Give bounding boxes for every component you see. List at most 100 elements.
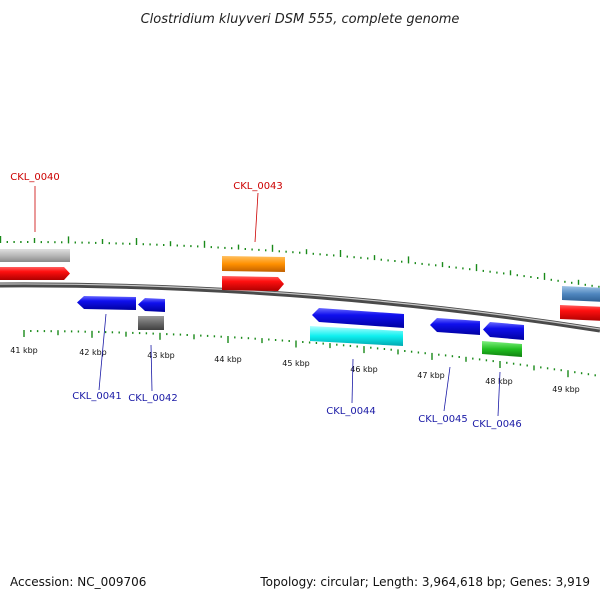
tick-minor xyxy=(237,244,240,250)
tick-minor xyxy=(40,241,42,244)
gene-label-ckl-0040[interactable]: CKL_0040 xyxy=(10,172,60,183)
gene-label-ckl-0043[interactable]: CKL_0043 xyxy=(233,181,283,192)
tick-minor xyxy=(557,279,559,282)
tick-minor xyxy=(537,277,539,279)
tick-minor xyxy=(281,339,284,342)
tick-minor xyxy=(217,246,219,249)
tick-major xyxy=(67,236,70,244)
topology-text: Topology: circular; Length: 3,964,618 bp… xyxy=(259,575,590,589)
tick-major xyxy=(499,361,501,368)
gene-arrow-reverse xyxy=(312,308,404,328)
tick-minor xyxy=(125,331,127,337)
tick-minor xyxy=(74,241,76,244)
tick-minor xyxy=(193,334,195,340)
tick-minor xyxy=(380,258,382,261)
tick-major xyxy=(23,330,25,337)
tick-minor xyxy=(516,274,518,277)
gene-label-group-ckl-0041: CKL_0041 xyxy=(72,313,122,402)
gene-arrow-reverse-ckl-0045[interactable] xyxy=(430,318,480,335)
tick-major xyxy=(0,236,2,243)
tick-minor xyxy=(274,339,277,341)
tick-minor xyxy=(438,353,440,356)
label-leader-line xyxy=(351,358,354,404)
tick-minor xyxy=(104,331,107,334)
tick-minor xyxy=(95,241,97,244)
label-leader-line xyxy=(98,313,107,391)
tick-minor xyxy=(410,350,413,353)
gene-label-group-ckl-0042: CKL_0042 xyxy=(128,344,178,404)
gene-label-ckl-0044[interactable]: CKL_0044 xyxy=(326,406,376,417)
gene-feature-ckl-0046[interactable] xyxy=(482,322,524,357)
tick-minor xyxy=(190,245,192,248)
kbp-label: 48 kbp xyxy=(485,377,513,386)
tick-minor xyxy=(469,268,471,271)
gene-label-group-ckl-0044: CKL_0044 xyxy=(326,358,376,417)
tick-minor xyxy=(428,263,430,266)
gene-feature-ckl-0040[interactable] xyxy=(0,249,70,280)
tick-minor xyxy=(322,342,324,345)
tick-minor xyxy=(465,356,467,362)
gene-feature-edge-right[interactable] xyxy=(560,286,600,321)
gene-feature-ckl-0044[interactable] xyxy=(310,308,404,346)
tick-major xyxy=(159,332,161,340)
tick-minor xyxy=(251,248,253,251)
tick-minor xyxy=(421,262,423,265)
tick-minor xyxy=(417,351,420,354)
genome-title: Clostridium kluyveri DSM 555, complete g… xyxy=(141,12,460,27)
tick-minor xyxy=(356,345,358,348)
gene-label-ckl-0042[interactable]: CKL_0042 xyxy=(128,393,178,404)
tick-minor xyxy=(489,270,491,273)
tick-minor xyxy=(312,252,314,255)
tick-major xyxy=(363,346,365,354)
tick-minor xyxy=(64,330,66,333)
tick-minor xyxy=(261,338,263,344)
tick-minor xyxy=(33,238,36,243)
tick-minor xyxy=(77,330,80,333)
gene-label-ckl-0045[interactable]: CKL_0045 xyxy=(418,414,468,425)
kbp-scale: 41 kbp 42 kbp 43 kbp 44 kbp 45 kbp 46 kb… xyxy=(10,346,580,394)
gene-label-ckl-0041[interactable]: CKL_0041 xyxy=(72,391,122,402)
tick-minor xyxy=(496,271,498,274)
tick-minor xyxy=(455,266,457,269)
tick-minor xyxy=(220,335,222,338)
tick-minor xyxy=(265,249,267,252)
tick-minor xyxy=(404,350,406,352)
tick-major xyxy=(567,370,569,378)
gene-feature-ckl-0042[interactable] xyxy=(138,298,165,330)
gene-arrow-forward xyxy=(0,267,70,280)
gene-arrow-forward xyxy=(222,276,284,291)
tick-minor xyxy=(367,257,369,260)
tick-minor xyxy=(373,255,376,261)
tick-minor xyxy=(509,270,512,276)
tick-minor xyxy=(390,348,392,351)
tick-row-lower xyxy=(23,330,596,378)
tick-minor xyxy=(444,354,447,357)
tick-minor xyxy=(285,250,287,253)
tick-minor xyxy=(61,241,63,244)
gene-arrow-reverse xyxy=(483,322,524,340)
tick-minor xyxy=(472,357,474,360)
tick-minor xyxy=(577,279,580,285)
tick-minor xyxy=(598,285,600,288)
gene-label-ckl-0046[interactable]: CKL_0046 xyxy=(472,419,522,430)
tick-minor xyxy=(458,356,460,358)
tick-minor xyxy=(308,341,311,344)
tick-minor xyxy=(234,336,236,339)
kbp-label: 46 kbp xyxy=(350,365,378,374)
gene-arrow-reverse-ckl-0041[interactable] xyxy=(77,296,136,310)
tick-minor xyxy=(183,244,185,247)
gene-arrow-reverse xyxy=(138,298,165,312)
tick-minor xyxy=(571,281,573,284)
tick-major xyxy=(271,244,274,252)
tick-minor xyxy=(111,331,114,334)
genome-backbone-highlight xyxy=(0,283,600,330)
tick-minor xyxy=(591,284,593,287)
tick-minor xyxy=(315,342,318,344)
tick-minor xyxy=(288,340,290,342)
tick-minor xyxy=(353,256,355,259)
gene-label-group-ckl-0040: CKL_0040 xyxy=(10,172,60,232)
tick-minor xyxy=(299,251,301,254)
gene-feature-ckl-0043[interactable] xyxy=(222,256,285,291)
